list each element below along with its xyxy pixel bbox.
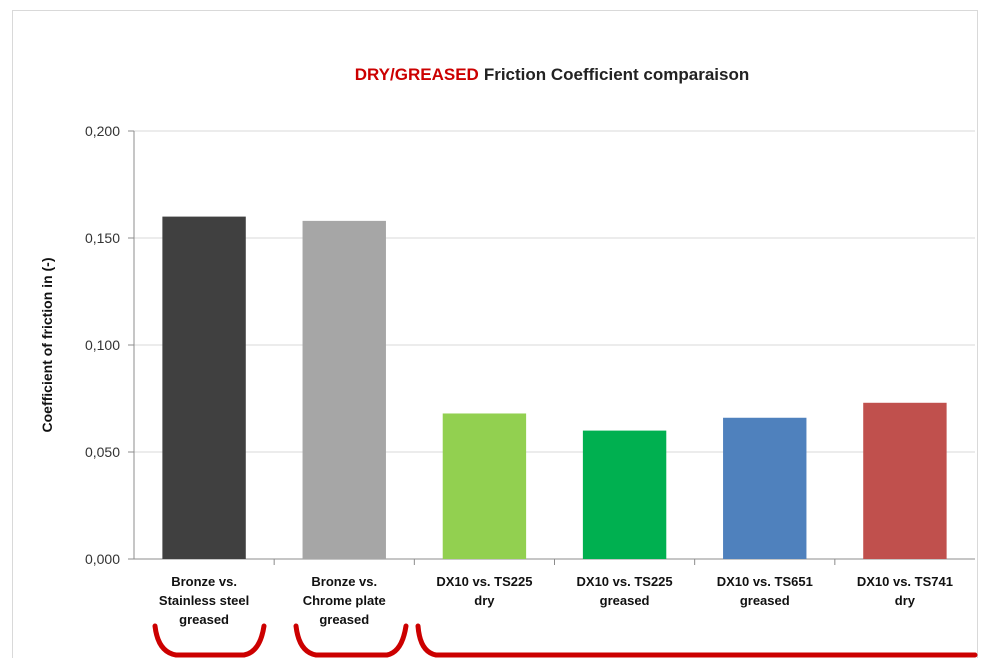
y-tick-label: 0,150: [85, 230, 120, 246]
bar: [723, 417, 807, 559]
category-label: DX10 vs. TS741 dry: [857, 574, 953, 608]
category-label: Bronze vs. Stainless steel greased: [159, 574, 249, 627]
bracket: [152, 623, 267, 658]
bracket: [415, 623, 978, 658]
category-label: DX10 vs. TS651 greased: [717, 574, 813, 608]
chart-title: DRY/GREASED Friction Coefficient comparai…: [355, 65, 750, 84]
bars: [162, 216, 947, 559]
category-label: DX10 vs. TS225 dry: [436, 574, 532, 608]
y-axis-ticks: 0,000 0,050 0,100 0,150 0,200: [85, 123, 120, 567]
category-label: DX10 vs. TS225 greased: [577, 574, 673, 608]
category-label: Bronze vs. Chrome plate greased: [303, 574, 386, 627]
gridlines: [128, 130, 975, 565]
title-highlight: DRY/GREASED: [355, 65, 479, 84]
y-tick-label: 0,200: [85, 123, 120, 139]
y-tick-label: 0,050: [85, 444, 120, 460]
bar: [863, 402, 947, 559]
bar: [442, 413, 527, 559]
y-tick-label: 0,100: [85, 337, 120, 353]
y-axis-label: Coefficient of friction in (-): [39, 258, 55, 433]
category-labels: Bronze vs. Stainless steel greased Bronze v…: [159, 574, 953, 627]
title-rest: Friction Coefficient comparaison: [484, 65, 749, 84]
bar: [162, 216, 246, 559]
bracket: [293, 623, 409, 658]
bracket-annotations: [152, 623, 978, 658]
bar: [582, 430, 667, 559]
y-tick-label: 0,000: [85, 551, 120, 567]
bar: [302, 220, 386, 559]
